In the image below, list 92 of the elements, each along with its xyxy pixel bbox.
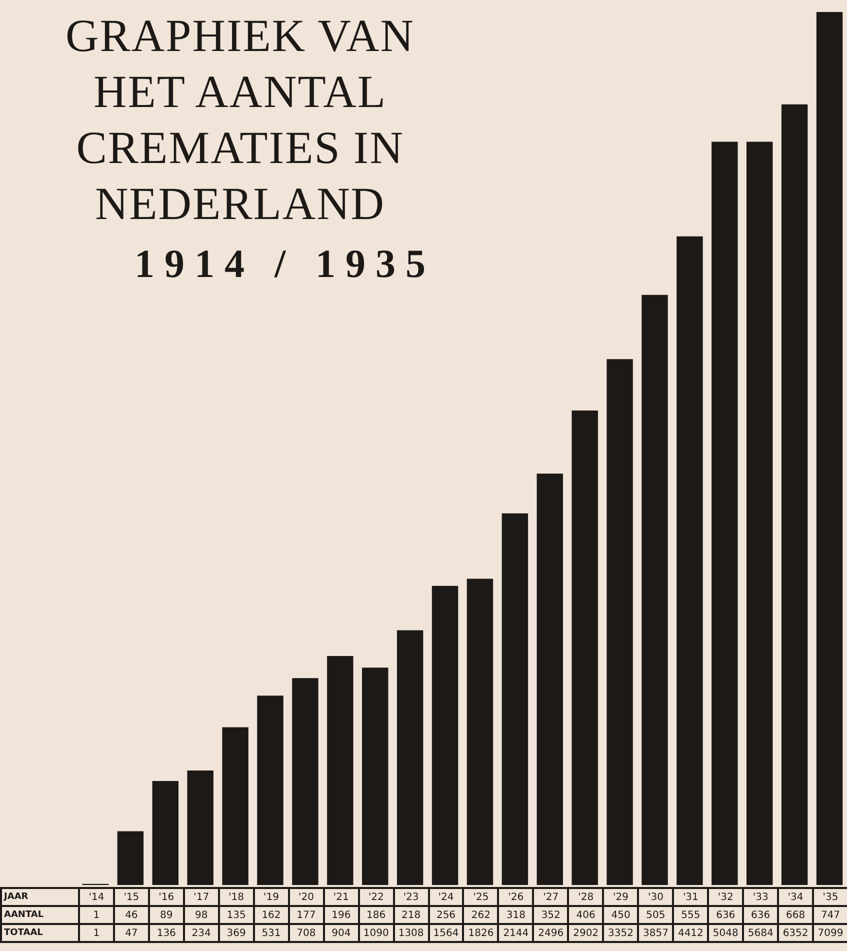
x-tick-label: '16 xyxy=(148,888,184,906)
text: 1826 xyxy=(463,924,498,942)
data-label: 162 xyxy=(254,906,289,924)
data-label: 256 xyxy=(428,906,464,924)
x-tick-label: '27 xyxy=(533,888,568,906)
bar xyxy=(432,586,458,885)
text: 1 xyxy=(79,924,114,942)
bar xyxy=(257,696,284,885)
text: TOTAAL xyxy=(1,924,79,942)
text: 3857 xyxy=(638,924,674,942)
bar xyxy=(222,727,248,885)
text: 2902 xyxy=(568,924,604,942)
bar xyxy=(187,770,214,885)
text: 708 xyxy=(288,924,324,942)
text: 5684 xyxy=(743,924,778,942)
data-label: 196 xyxy=(324,906,359,924)
data-label: 450 xyxy=(603,906,638,924)
text: 2496 xyxy=(533,924,568,942)
data-label: 186 xyxy=(358,906,394,924)
bar xyxy=(396,630,424,885)
x-tick-label: '23 xyxy=(394,888,429,906)
bar xyxy=(327,656,354,885)
bar xyxy=(746,142,773,885)
data-label: 555 xyxy=(673,906,708,924)
bar xyxy=(712,142,738,885)
x-tick-label: '21 xyxy=(324,888,359,906)
x-tick-label: '28 xyxy=(568,888,604,906)
x-tick-label: '22 xyxy=(358,888,394,906)
text: 2144 xyxy=(498,924,534,942)
x-tick-label: '14 xyxy=(79,888,114,906)
data-label: 636 xyxy=(743,906,778,924)
bar xyxy=(816,12,843,885)
data-label: 747 xyxy=(813,906,847,924)
bar xyxy=(502,513,528,885)
data-label: 218 xyxy=(394,906,429,924)
data-label: 318 xyxy=(498,906,534,924)
data-label: 668 xyxy=(778,906,814,924)
data-label: 135 xyxy=(218,906,254,924)
bar xyxy=(781,104,808,885)
bar xyxy=(292,678,318,885)
text: 4412 xyxy=(673,924,708,942)
data-label: 46 xyxy=(114,906,149,924)
x-tick-label: '19 xyxy=(254,888,289,906)
text: 47 xyxy=(114,924,149,942)
bar xyxy=(572,410,598,885)
bar xyxy=(466,578,494,885)
data-label: 352 xyxy=(533,906,568,924)
x-tick-label: '31 xyxy=(673,888,708,906)
text: 904 xyxy=(324,924,359,942)
text: 369 xyxy=(218,924,254,942)
text: AANTAL xyxy=(1,906,79,924)
data-label: 98 xyxy=(184,906,219,924)
bar xyxy=(536,474,563,885)
text: 5048 xyxy=(708,924,744,942)
text: 1914 / 1935 xyxy=(133,240,437,287)
x-tick-label: '32 xyxy=(708,888,744,906)
data-label: 262 xyxy=(463,906,498,924)
bar xyxy=(606,359,633,885)
text: 136 xyxy=(148,924,184,942)
x-tick-label: '20 xyxy=(288,888,324,906)
text: 531 xyxy=(254,924,289,942)
data-label: 1 xyxy=(79,906,114,924)
text: 1090 xyxy=(358,924,394,942)
x-tick-label: '24 xyxy=(428,888,464,906)
x-tick-label: '33 xyxy=(743,888,778,906)
bar xyxy=(117,831,144,885)
x-tick-label: '35 xyxy=(813,888,847,906)
x-tick-label: '25 xyxy=(463,888,498,906)
bar xyxy=(152,780,178,885)
data-label: 89 xyxy=(148,906,184,924)
data-label: 505 xyxy=(638,906,674,924)
data-label: 177 xyxy=(288,906,324,924)
bar xyxy=(362,668,388,885)
x-tick-label: '29 xyxy=(603,888,638,906)
x-tick-label: '26 xyxy=(498,888,534,906)
x-tick-label: '30 xyxy=(638,888,674,906)
data-label: 636 xyxy=(708,906,744,924)
bar xyxy=(642,294,668,885)
text: JAAR xyxy=(1,888,79,906)
text: 7099 xyxy=(813,924,847,942)
x-tick-label: '15 xyxy=(114,888,149,906)
x-tick-label: '17 xyxy=(184,888,219,906)
text: 1564 xyxy=(428,924,464,942)
data-label: 406 xyxy=(568,906,604,924)
text: GRAPHIEK VAN HET AANTAL CREMATIES IN NEDERLAND xyxy=(64,9,416,231)
x-tick-label: '34 xyxy=(778,888,814,906)
text: 234 xyxy=(184,924,219,942)
text: 1308 xyxy=(394,924,429,942)
x-tick-label: '18 xyxy=(218,888,254,906)
text: 3352 xyxy=(603,924,638,942)
bar xyxy=(676,236,703,885)
text: 6352 xyxy=(778,924,814,942)
